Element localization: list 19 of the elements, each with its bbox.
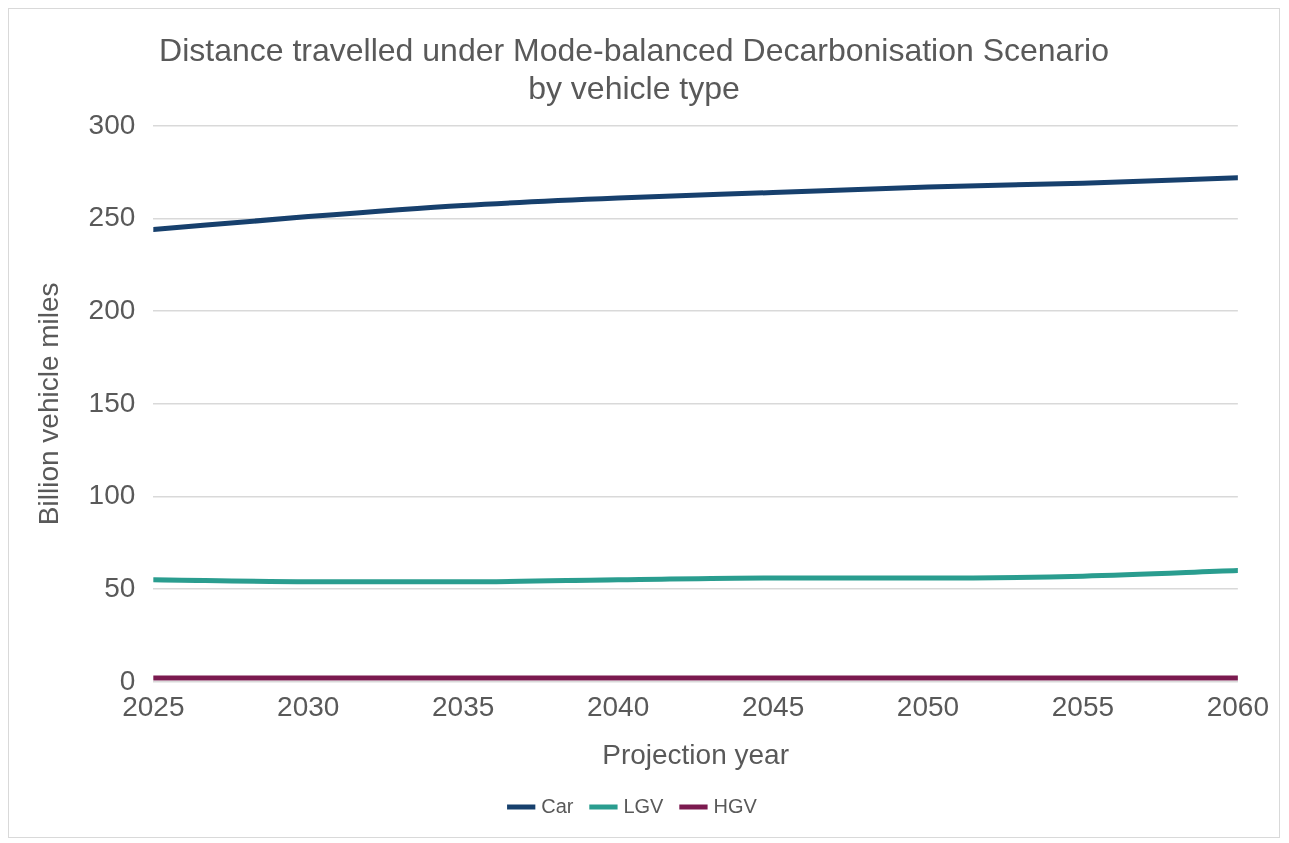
- x-tick-label: 2060: [1206, 691, 1269, 723]
- legend-label: LGV: [623, 794, 665, 817]
- y-tick-label: 50: [104, 571, 136, 603]
- y-tick-label: 250: [88, 201, 136, 233]
- x-tick-label: 2045: [741, 691, 805, 723]
- y-tick-label: 100: [88, 479, 136, 511]
- x-tick-label: 2035: [432, 691, 495, 723]
- y-tick-label: 200: [88, 293, 136, 325]
- legend-label: Car: [541, 794, 574, 817]
- y-tick-label: 150: [88, 386, 136, 418]
- x-tick-label: 2040: [586, 691, 650, 723]
- x-tick-label: 2050: [896, 691, 960, 723]
- y-axis-title: Billion vehicle miles: [32, 282, 64, 526]
- x-tick-label: 2030: [277, 691, 340, 723]
- x-tick-label: 2055: [1051, 691, 1115, 723]
- chart-title: Distance travelled under Mode-balanced Decarbonisation Scenario by vehicle type: [159, 32, 1109, 107]
- x-axis-title: Projection year: [602, 738, 789, 770]
- legend-label: HGV: [713, 794, 758, 817]
- y-tick-label: 300: [88, 108, 136, 140]
